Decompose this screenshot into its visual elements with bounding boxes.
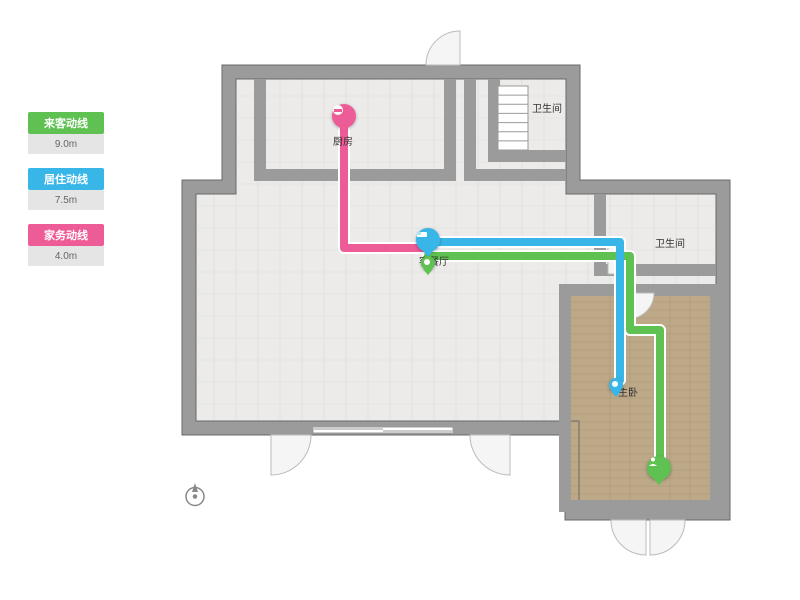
node-living-dot xyxy=(421,256,435,270)
floorplan: 厨房 卫生间 卫生间 客餐厅 主卧 xyxy=(170,30,790,590)
room-label-bath2: 卫生间 xyxy=(655,235,685,250)
legend-swatch-chore: 家务动线 xyxy=(28,224,104,246)
legend-value-chore: 4.0m xyxy=(28,246,104,266)
node-living-node xyxy=(416,228,440,252)
room-label-bath1: 卫生间 xyxy=(532,100,562,115)
room-label-kitchen: 厨房 xyxy=(333,133,353,148)
legend-swatch-guest: 来客动线 xyxy=(28,112,104,134)
floorplan-svg xyxy=(170,30,790,590)
legend-value-guest: 9.0m xyxy=(28,134,104,154)
node-kitchen-node xyxy=(332,104,356,128)
legend: 来客动线 9.0m 居住动线 7.5m 家务动线 4.0m xyxy=(28,112,104,266)
legend-item-living: 居住动线 7.5m xyxy=(28,168,104,210)
legend-item-chore: 家务动线 4.0m xyxy=(28,224,104,266)
legend-item-guest: 来客动线 9.0m xyxy=(28,112,104,154)
node-person-node xyxy=(647,456,671,480)
legend-swatch-living: 居住动线 xyxy=(28,168,104,190)
node-bedroom-dot xyxy=(609,378,623,392)
legend-value-living: 7.5m xyxy=(28,190,104,210)
